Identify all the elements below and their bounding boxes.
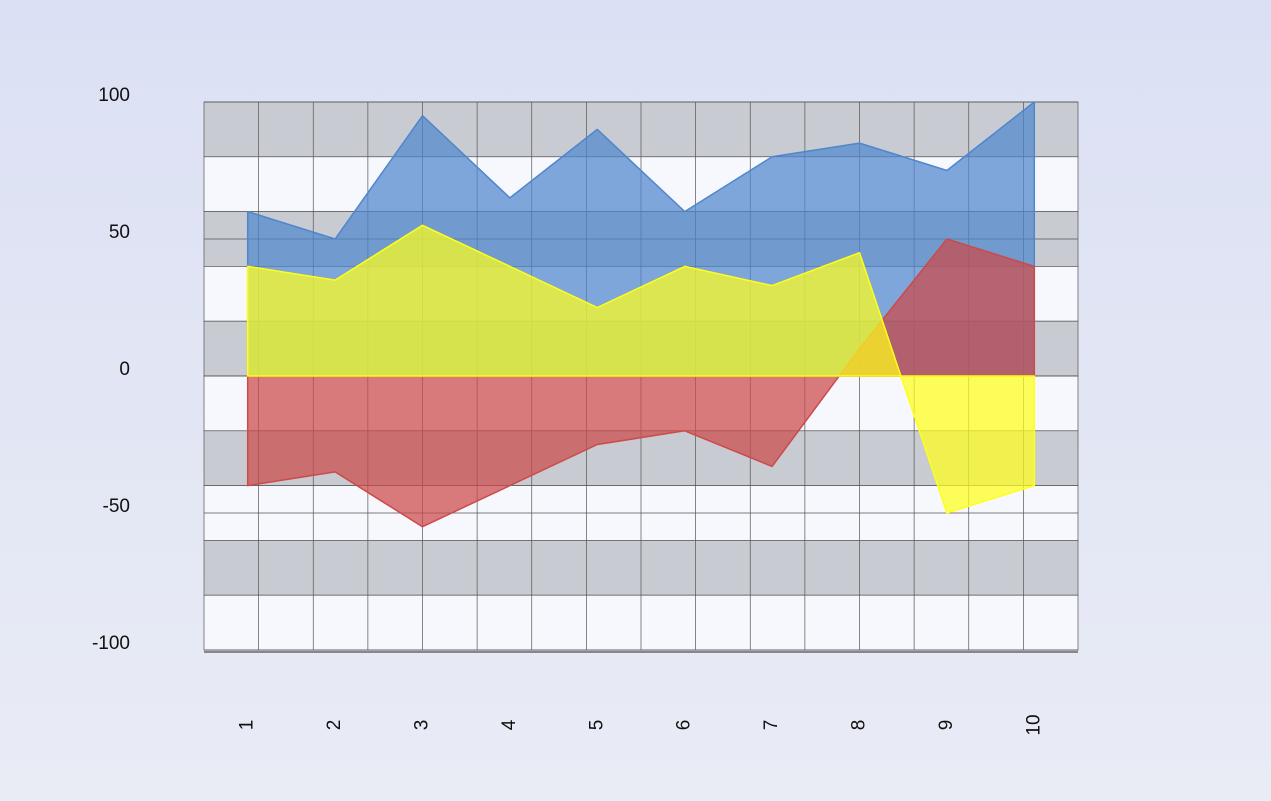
x-tick-label: 7 (761, 720, 782, 731)
x-tick-label: 6 (674, 720, 695, 731)
x-tick-label: 8 (849, 720, 870, 731)
x-tick-label: 5 (586, 720, 607, 731)
x-tick-label: 4 (499, 719, 520, 730)
series-layer (246, 101, 1036, 528)
area (246, 224, 1036, 514)
x-tick-label: 3 (412, 720, 433, 731)
x-tick-label: 10 (1023, 714, 1044, 735)
y-tick-label: 0 (119, 359, 130, 380)
area (246, 238, 1036, 528)
y-tick-label: 50 (109, 222, 130, 243)
x-tick-label: 2 (324, 720, 345, 731)
y-tick-label: -100 (92, 633, 130, 654)
y-tick-label: -50 (103, 496, 130, 517)
y-tick-label: 100 (98, 85, 130, 106)
x-tick-label: 9 (936, 720, 957, 731)
x-tick-label: 1 (237, 720, 258, 731)
